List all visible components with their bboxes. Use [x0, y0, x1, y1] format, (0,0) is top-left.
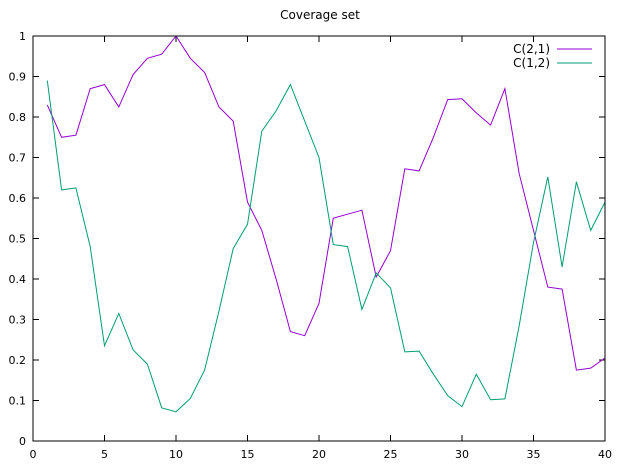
y-tick-label: 0.2 [9, 354, 27, 367]
y-tick-label: 0.8 [9, 111, 27, 124]
axis-ticks: 0 5 10 15 20 25 30 35 40 0 0.1 0.2 0.3 0.4 0.5 0.6 0.7 0.… [9, 30, 613, 461]
x-tick-label: 15 [241, 448, 255, 461]
x-tick-label: 40 [598, 448, 612, 461]
x-tick-label: 20 [312, 448, 326, 461]
series-layer [46, 35, 606, 413]
y-tick-label: 0.9 [9, 71, 27, 84]
x-tick-label: 0 [30, 448, 37, 461]
x-tick-label: 5 [101, 448, 108, 461]
series-line-2 [46, 80, 606, 413]
legend-label: C(1,2) [513, 56, 550, 70]
y-tick-label: 0.5 [9, 233, 27, 246]
y-tick-label: 0.1 [9, 395, 27, 408]
x-tick-label: 25 [384, 448, 398, 461]
y-tick-label: 0.7 [9, 152, 27, 165]
y-tick-label: 0.6 [9, 192, 27, 205]
y-tick-label: 1 [19, 30, 26, 43]
plot-frame [32, 35, 606, 442]
y-tick-label: 0.3 [9, 314, 27, 327]
x-tick-label: 10 [169, 448, 183, 461]
legend-label: C(2,1) [513, 42, 550, 56]
series-line-1 [46, 35, 606, 371]
chart-title: Coverage set [280, 8, 360, 22]
x-tick-label: 30 [455, 448, 469, 461]
legend: C(2,1)C(1,2) [513, 42, 592, 70]
y-tick-label: 0 [19, 435, 26, 448]
x-tick-label: 35 [527, 448, 541, 461]
y-tick-label: 0.4 [9, 273, 27, 286]
